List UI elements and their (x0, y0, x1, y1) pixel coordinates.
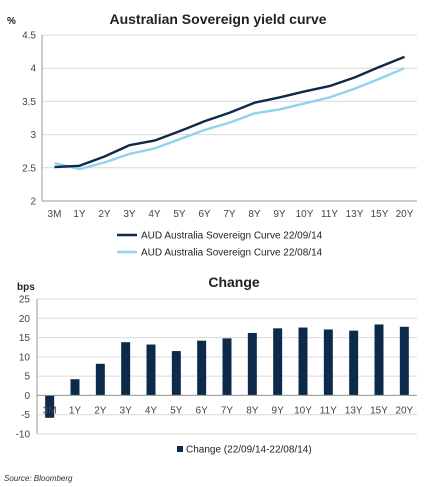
bar (197, 340, 207, 396)
y-axis: -10 -5 0 5 10 15 20 25 (16, 295, 38, 441)
legend-label: AUD Australia Sovereign Curve 22/09/14 (141, 231, 323, 242)
x-tick-label: 9Y (273, 209, 286, 220)
x-axis: 3M 1Y 2Y 3Y 4Y 5Y 6Y 7Y 8Y 9Y 10Y 11Y 13Y 15Y 20Y (48, 209, 414, 220)
x-tick-label: 8Y (246, 405, 259, 416)
x-tick-label: 7Y (223, 209, 236, 220)
x-tick-label: 4Y (148, 209, 161, 220)
y-tick-label: -5 (21, 410, 30, 421)
change-chart: Change bps -10 -5 0 5 10 15 20 25 3M 1Y 2Y 3Y 4Y 5Y 6… (16, 274, 417, 456)
y-tick-label: 15 (19, 333, 31, 344)
x-tick-label: 3M (43, 405, 57, 416)
bar (399, 326, 409, 396)
x-tick-label: 2Y (98, 209, 111, 220)
series-line (54, 67, 405, 171)
x-tick-label: 2Y (94, 405, 107, 416)
yield-curve-chart: Australian Sovereign yield curve % 2 2.5 3… (7, 11, 417, 259)
x-tick-label: 13Y (346, 209, 364, 220)
series-group (54, 55, 405, 171)
y-tick-label: -10 (16, 430, 31, 441)
y-axis: 2 2.5 3 3.5 4 4.5 (22, 31, 43, 208)
x-tick-label: 1Y (69, 405, 82, 416)
x-tick-label: 15Y (371, 209, 389, 220)
y-tick-label: 4.5 (22, 31, 36, 42)
bar (374, 324, 384, 396)
y-tick-label: 3 (30, 130, 36, 141)
x-tick-label: 10Y (294, 405, 312, 416)
grid (42, 34, 417, 202)
x-tick-label: 3M (48, 209, 62, 220)
x-tick-label: 1Y (73, 209, 86, 220)
bar (323, 329, 333, 396)
x-tick-label: 5Y (173, 209, 186, 220)
legend-label: AUD Australia Sovereign Curve 22/08/14 (141, 248, 323, 259)
y-tick-label: 0 (24, 391, 30, 402)
chart-title: Change (208, 274, 260, 290)
y-axis-unit: bps (17, 282, 35, 293)
y-tick-label: 2.5 (22, 163, 36, 174)
x-tick-label: 6Y (198, 209, 211, 220)
legend-swatch (177, 446, 183, 452)
y-tick-label: 20 (19, 314, 31, 325)
y-tick-label: 25 (19, 295, 31, 306)
bar (298, 327, 308, 396)
x-tick-label: 11Y (321, 209, 338, 220)
series-line (54, 55, 405, 169)
legend: AUD Australia Sovereign Curve 22/09/14 AU… (117, 231, 323, 259)
x-axis: 3M 1Y 2Y 3Y 4Y 5Y 6Y 7Y 8Y 9Y 10Y 11Y 13Y 15Y 20Y (43, 405, 414, 416)
bar-group (37, 324, 417, 418)
y-axis-unit: % (7, 16, 16, 27)
x-tick-label: 13Y (345, 405, 363, 416)
x-tick-label: 15Y (370, 405, 388, 416)
bar (95, 363, 105, 396)
y-tick-label: 2 (30, 197, 36, 208)
x-tick-label: 20Y (396, 209, 414, 220)
source-note: Source: Bloomberg (4, 474, 73, 483)
y-tick-label: 10 (19, 352, 31, 363)
bar (349, 330, 359, 396)
chart-title: Australian Sovereign yield curve (109, 11, 326, 27)
x-tick-label: 6Y (196, 405, 209, 416)
x-tick-label: 5Y (170, 405, 183, 416)
legend-label: Change (22/09/14-22/08/14) (186, 445, 312, 456)
x-tick-label: 8Y (248, 209, 261, 220)
bar (171, 351, 181, 396)
x-tick-label: 20Y (395, 405, 413, 416)
bar (247, 332, 257, 396)
y-tick-label: 5 (24, 372, 30, 383)
x-tick-label: 7Y (221, 405, 234, 416)
x-tick-label: 4Y (145, 405, 158, 416)
x-tick-label: 3Y (123, 209, 136, 220)
x-tick-label: 10Y (296, 209, 314, 220)
x-tick-label: 3Y (120, 405, 133, 416)
y-tick-label: 4 (30, 64, 36, 75)
bar (222, 338, 232, 396)
y-tick-label: 3.5 (22, 97, 36, 108)
bar (273, 328, 283, 396)
x-tick-label: 11Y (320, 405, 337, 416)
bar (121, 342, 131, 396)
bar (146, 344, 156, 396)
bar (45, 395, 55, 418)
x-tick-label: 9Y (272, 405, 285, 416)
legend: Change (22/09/14-22/08/14) (177, 445, 312, 456)
bar (70, 379, 80, 396)
